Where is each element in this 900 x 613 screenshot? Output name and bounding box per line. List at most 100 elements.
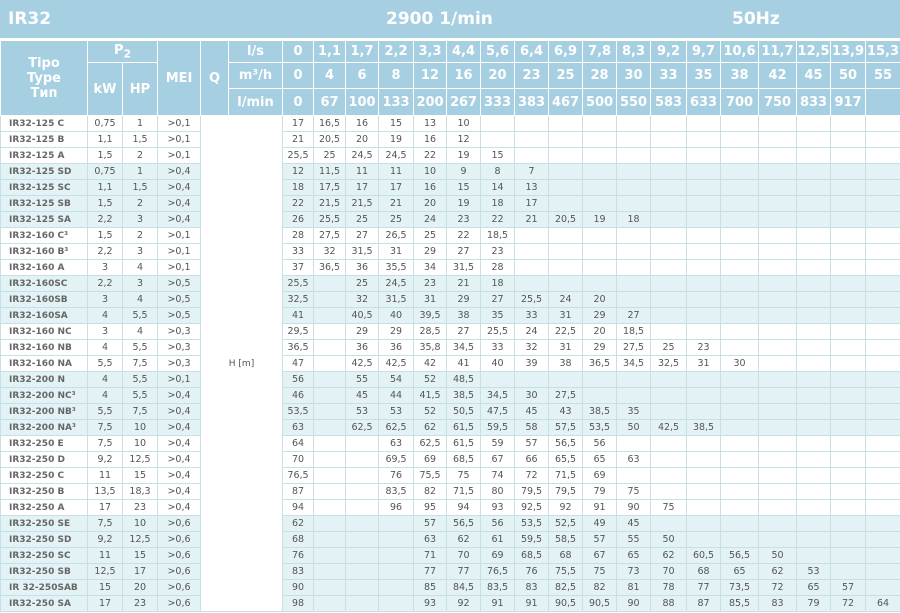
head-value: 82 <box>582 579 618 596</box>
hp: 10 <box>121 435 159 452</box>
head-value: 47,5 <box>480 403 516 420</box>
head-value <box>686 499 722 516</box>
head-value: 63 <box>413 531 448 548</box>
data-row: IR32-250 SC 11 15 >0,6 76 71 70 69 68,5 68 67 65 62 6… <box>0 547 900 564</box>
kw: 4 <box>87 387 123 404</box>
head-value <box>758 259 798 276</box>
flow-value: 55 <box>865 62 900 89</box>
head-value <box>720 499 760 516</box>
head-value: 18 <box>282 179 315 196</box>
head-value: 36,5 <box>582 355 618 372</box>
head-value <box>865 499 900 516</box>
head-value: 34,5 <box>480 387 516 404</box>
head-value: 41 <box>446 355 482 372</box>
head-value: 79,5 <box>548 483 584 500</box>
head-value: 13 <box>514 179 550 196</box>
head-value <box>865 339 900 356</box>
head-value <box>720 307 760 324</box>
head-value <box>758 483 798 500</box>
head-value <box>548 275 584 292</box>
flow-value: 0 <box>282 40 315 63</box>
head-value: 56,5 <box>446 515 482 532</box>
head-value: 55 <box>616 531 652 548</box>
head-value <box>345 467 380 484</box>
model: IR32-125 SC <box>0 179 88 196</box>
hp: 10 <box>121 419 159 436</box>
head-value <box>796 515 832 532</box>
head-value: 34,5 <box>616 355 652 372</box>
head-value <box>758 419 798 436</box>
head-value: 90 <box>616 595 652 612</box>
head-value <box>720 483 760 500</box>
head-value: 71 <box>413 547 448 564</box>
head-value <box>720 195 760 212</box>
header-row: l/min 0 67 100 133 200 267 333 383 467 500 550 583 63… <box>1 88 900 116</box>
head-value: 90,5 <box>582 595 618 612</box>
head-value: 81 <box>616 579 652 596</box>
head-value <box>686 131 722 148</box>
head-value <box>548 227 584 244</box>
head-value: 92,5 <box>514 499 550 516</box>
head-value: 38,5 <box>446 387 482 404</box>
head-value: 56 <box>480 515 516 532</box>
head-value <box>720 147 760 164</box>
head-value <box>313 371 347 388</box>
head-value: 98 <box>282 595 315 612</box>
head-value <box>548 179 584 196</box>
flow-value: 550 <box>616 88 652 116</box>
head-value: 32,5 <box>282 291 315 308</box>
head-value: 9 <box>446 163 482 180</box>
head-value: 36 <box>345 339 380 356</box>
head-value: 31 <box>413 291 448 308</box>
model: IR32-250 SD <box>0 531 88 548</box>
model: IR32-200 NA³ <box>0 419 88 436</box>
head-value <box>720 275 760 292</box>
head-value: 70 <box>446 547 482 564</box>
head-value: 68 <box>686 563 722 580</box>
head-value <box>720 451 760 468</box>
flow-value: 4 <box>313 62 347 89</box>
head-value <box>616 179 652 196</box>
head-value <box>313 435 347 452</box>
head-value: 12 <box>446 131 482 148</box>
head-value <box>345 595 380 612</box>
head-value: 39,5 <box>413 307 448 324</box>
head-value: 19 <box>378 131 415 148</box>
hp: 15 <box>121 547 159 564</box>
kw: 15 <box>87 579 123 596</box>
model: IR32-250 SE <box>0 515 88 532</box>
head-value: 59,5 <box>480 419 516 436</box>
kw: 5,5 <box>87 355 123 372</box>
head-value <box>796 275 832 292</box>
head-value <box>313 323 347 340</box>
data-row: IR 32-250SAB 15 20 >0,6 90 85 84,5 83,5 83 82,5 82… <box>0 579 900 596</box>
flow-value: 38 <box>720 62 760 89</box>
data-row: IR32-160 NC 3 4 >0,3 29,5 29 29 28,5 27 25,5 24 22,… <box>0 323 900 340</box>
head-value <box>616 259 652 276</box>
head-value <box>830 355 867 372</box>
flow-value: 917 <box>830 88 867 116</box>
head-value <box>796 131 832 148</box>
head-value: 15 <box>446 179 482 196</box>
head-value <box>616 387 652 404</box>
head-value <box>650 211 688 228</box>
data-row: IR32-250 D 9,2 12,5 >0,4 70 69,5 69 68,5 67 66 65,… <box>0 451 900 468</box>
head-value: 75 <box>446 467 482 484</box>
mei: >0,1 <box>157 371 202 388</box>
flow-value: 200 <box>413 88 448 116</box>
head-value <box>796 227 832 244</box>
flow-value: 20 <box>480 62 516 89</box>
data-row: IR32-160 NB 4 5,5 >0,3 36,5 36 36 35,8 34,5 33 32 3… <box>0 339 900 356</box>
head-value <box>313 339 347 356</box>
head-value: 27 <box>480 291 516 308</box>
head-value: 33 <box>514 307 550 324</box>
head-value: 29,5 <box>282 323 315 340</box>
head-value: 77 <box>413 563 448 580</box>
flow-value: 700 <box>720 88 760 116</box>
head-value <box>758 499 798 516</box>
head-value <box>650 307 688 324</box>
head-value <box>720 387 760 404</box>
head-value <box>582 387 618 404</box>
power-header: P2 <box>86 40 159 63</box>
head-value: 60,5 <box>686 547 722 564</box>
